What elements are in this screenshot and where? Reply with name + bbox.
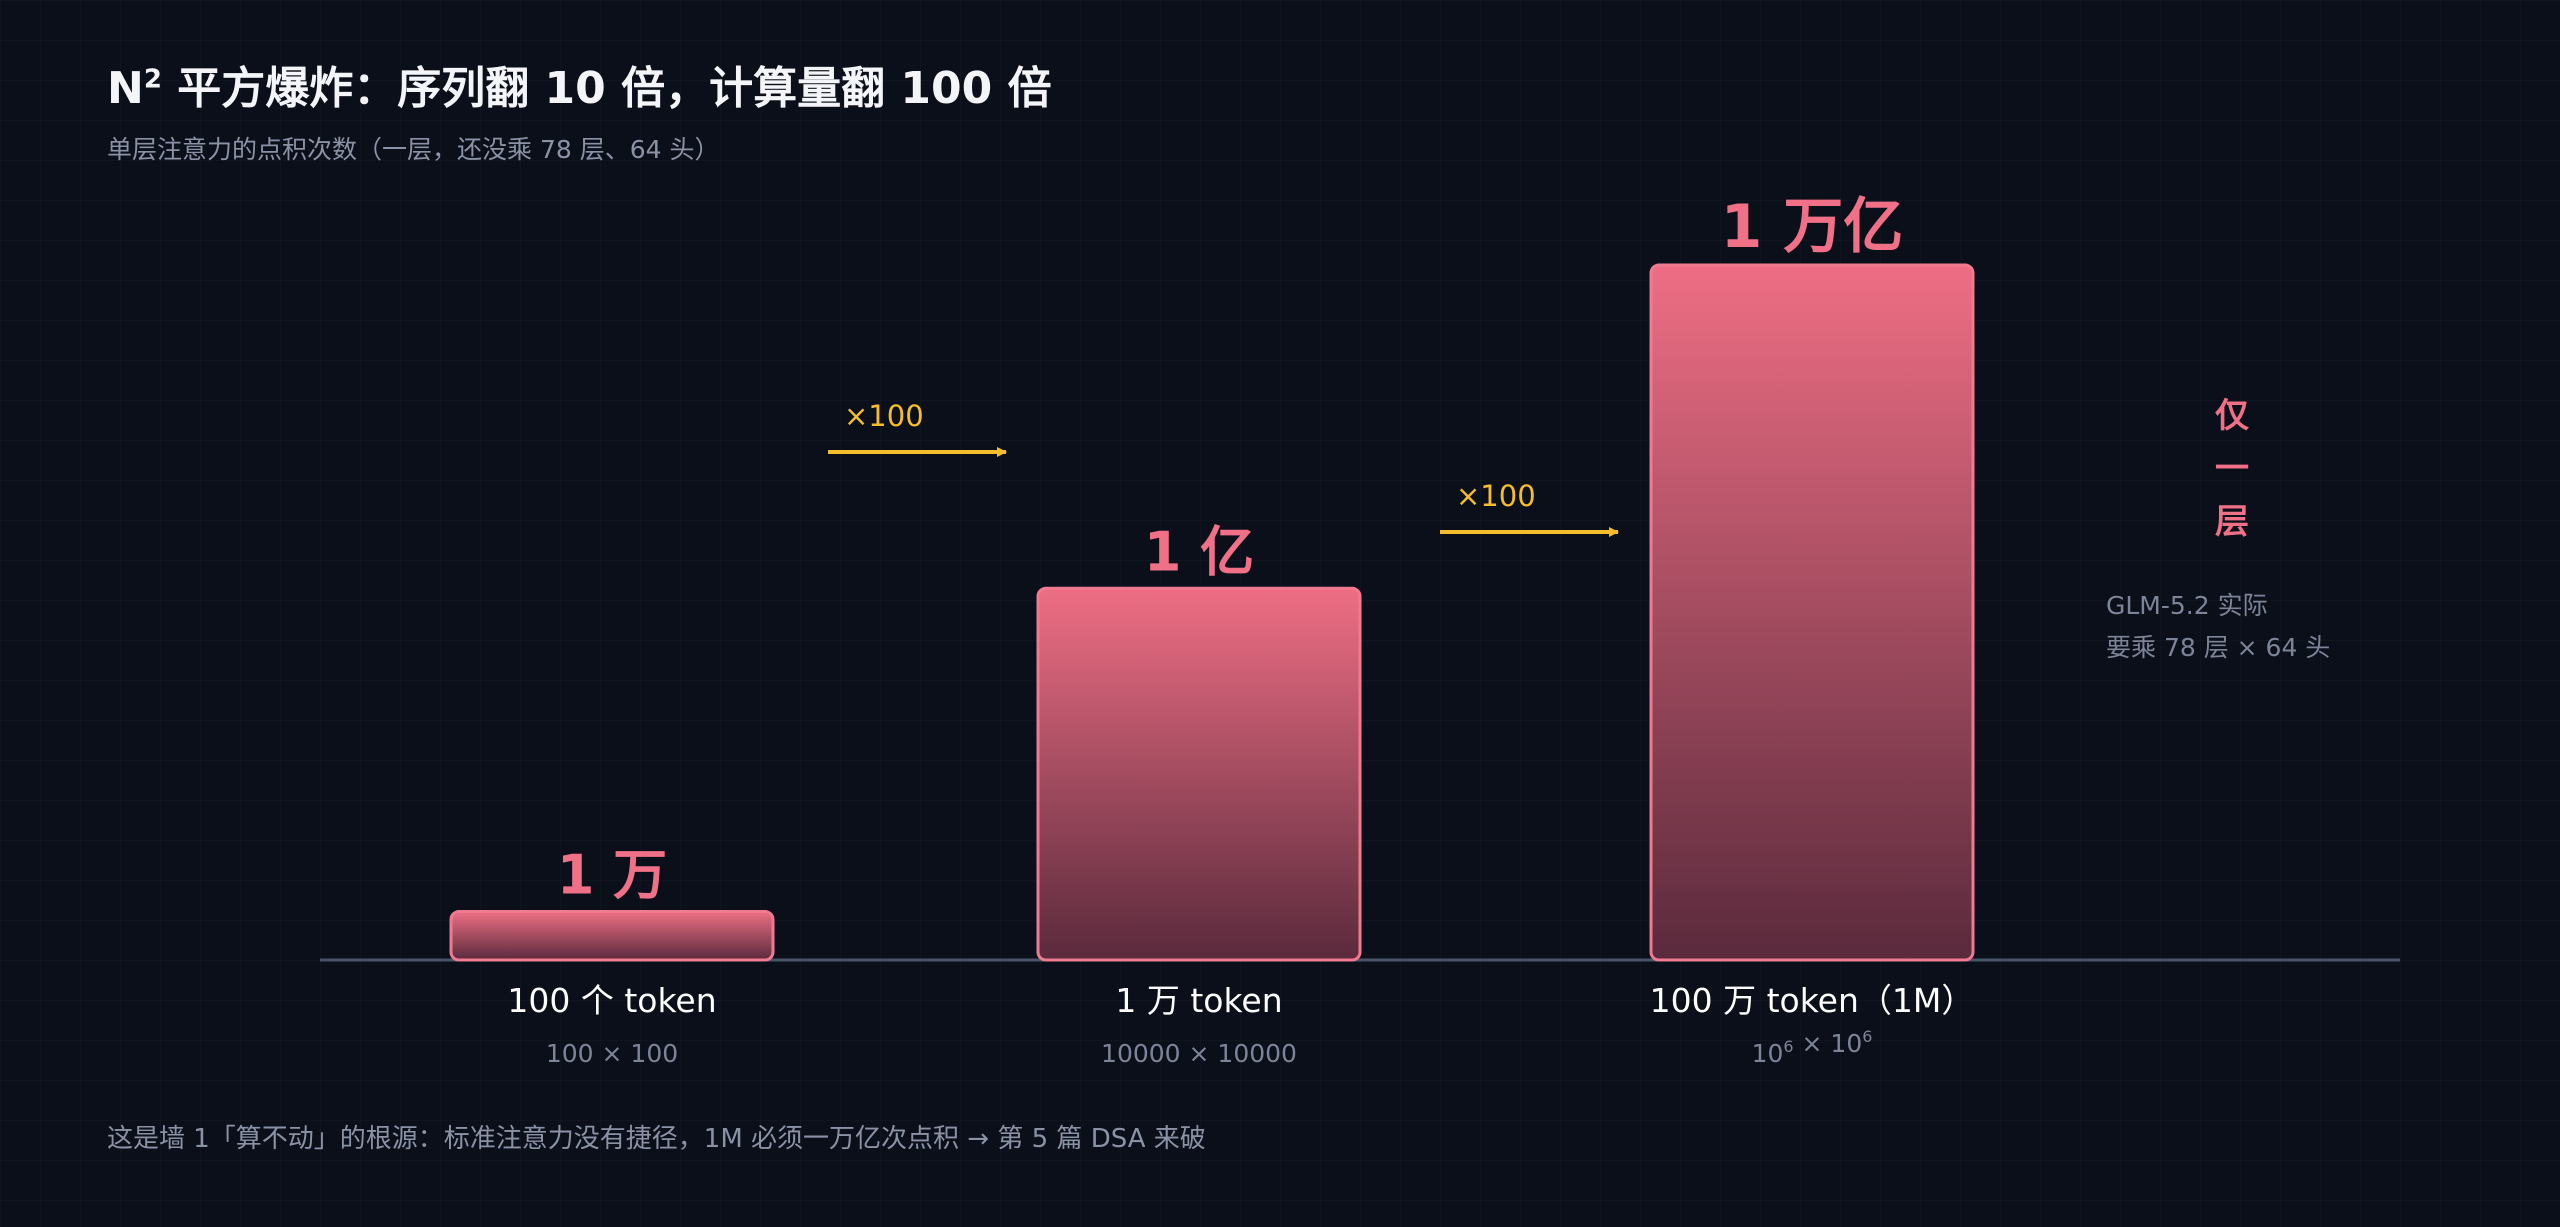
side-label-char: 层: [2215, 502, 2249, 542]
bar-value-label: 1 万亿: [1721, 192, 1904, 262]
bar: [449, 910, 775, 962]
category-label: 100 个 token: [507, 981, 716, 1020]
bar-value-label: 1 亿: [1144, 520, 1254, 583]
category-formula-label: 100 × 100: [546, 1039, 678, 1068]
page-title: N2 平方爆炸：序列翻 10 倍，计算量翻 100 倍: [107, 63, 1052, 114]
side-label-char: 仅: [2215, 396, 2249, 436]
category-label: 100 万 token（1M）: [1650, 981, 1975, 1020]
formula-part: 10: [1752, 1039, 1784, 1068]
category-formula-label: 106 × 106: [1752, 1027, 1873, 1068]
category-formula-label: 10000 × 10000: [1101, 1039, 1297, 1068]
footnote: 这是墙 1「算不动」的根源：标准注意力没有捷径，1M 必须一万亿次点积 → 第 …: [107, 1124, 1206, 1154]
formula-part: 10: [1830, 1029, 1862, 1058]
growth-arrow-label: ×100: [1456, 479, 1536, 513]
growth-arrow-label: ×100: [844, 399, 924, 433]
exponent: 6: [1783, 1037, 1793, 1056]
category-label: 1 万 token: [1115, 981, 1282, 1020]
glm-note-line: GLM-5.2 实际: [2106, 591, 2268, 620]
glm-note: GLM-5.2 实际 要乘 78 层 × 64 头: [2106, 585, 2330, 669]
side-label-char: 一: [2215, 449, 2249, 489]
page-subtitle: 单层注意力的点积次数（一层，还没乘 78 层、64 头）: [107, 135, 720, 164]
bar-value-label: 1 万: [557, 844, 667, 907]
only-one-layer-label: 仅 一 层: [2212, 390, 2252, 549]
formula-part: ×: [1794, 1029, 1831, 1058]
glm-note-line: 要乘 78 层 × 64 头: [2106, 633, 2331, 662]
bar: [1036, 586, 1362, 962]
exponent: 6: [1862, 1027, 1872, 1046]
bar: [1649, 263, 1975, 962]
